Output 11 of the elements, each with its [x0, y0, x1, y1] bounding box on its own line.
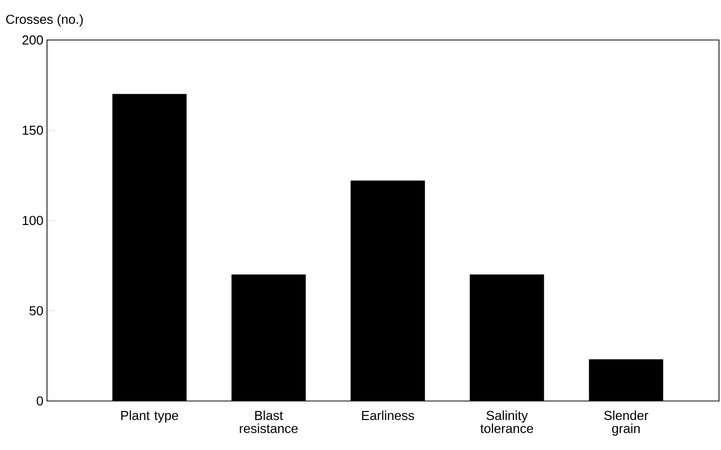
y-tick-label: 150 — [22, 126, 43, 135]
x-tick-label: Plant type — [121, 410, 178, 423]
x-tick-label: Salinity tolerance — [480, 410, 534, 434]
y-axis-title: Crosses (no.) — [6, 14, 83, 26]
y-tick-label: 50 — [30, 306, 43, 316]
y-tick-label: 0 — [36, 396, 43, 406]
x-tick-label: Blast resistance — [240, 410, 298, 434]
x-tick-label: Slender grain — [604, 410, 648, 436]
x-tick-label: Earliness — [362, 410, 414, 420]
y-tick-label: 100 — [22, 216, 43, 226]
y-tick-label: 200 — [22, 35, 43, 45]
